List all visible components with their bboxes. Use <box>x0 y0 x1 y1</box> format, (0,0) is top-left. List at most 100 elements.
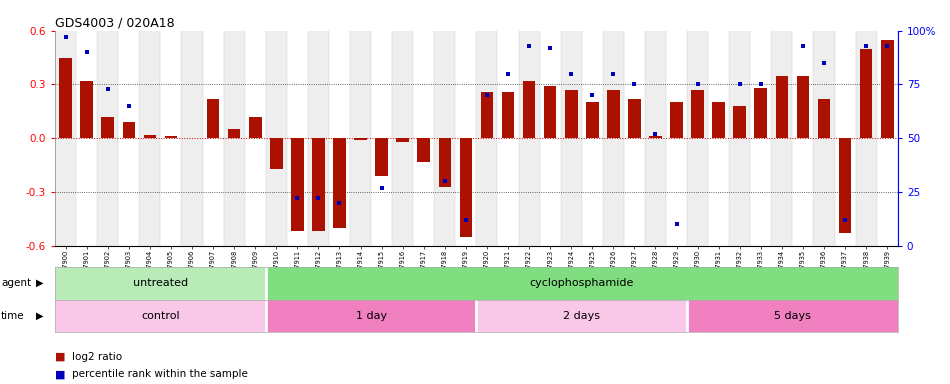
Bar <box>202 31 223 246</box>
Text: 2 days: 2 days <box>563 311 600 321</box>
Bar <box>266 300 477 332</box>
Bar <box>354 138 367 140</box>
Bar <box>164 136 178 138</box>
Bar <box>775 76 788 138</box>
Bar <box>375 138 388 176</box>
Bar <box>308 31 329 246</box>
Bar <box>712 103 725 138</box>
Bar <box>581 31 603 246</box>
Bar <box>476 300 687 332</box>
Bar <box>207 99 219 138</box>
Bar <box>813 31 834 246</box>
Bar <box>560 31 581 246</box>
Bar <box>140 31 161 246</box>
Bar <box>624 31 645 246</box>
Bar <box>477 31 498 246</box>
Bar <box>313 138 325 232</box>
Bar <box>55 267 266 300</box>
Bar <box>455 31 477 246</box>
Bar <box>55 300 266 332</box>
Text: control: control <box>142 311 180 321</box>
Bar <box>839 138 851 233</box>
Bar <box>733 106 746 138</box>
Bar <box>481 92 493 138</box>
Text: GDS4003 / 020A18: GDS4003 / 020A18 <box>55 17 175 30</box>
Bar <box>59 58 72 138</box>
Bar <box>771 31 792 246</box>
Text: 5 days: 5 days <box>774 311 811 321</box>
Bar <box>834 31 856 246</box>
Bar <box>797 76 809 138</box>
Bar <box>649 136 662 138</box>
Bar <box>291 138 304 232</box>
Bar <box>102 117 114 138</box>
Bar <box>181 31 202 246</box>
Bar <box>417 138 430 162</box>
Bar <box>55 31 76 246</box>
Bar <box>123 122 135 138</box>
Bar <box>228 129 240 138</box>
Bar <box>413 31 434 246</box>
Bar <box>439 138 451 187</box>
Bar <box>856 31 877 246</box>
Bar <box>603 31 624 246</box>
Bar <box>270 138 282 169</box>
Text: ▶: ▶ <box>36 278 44 288</box>
Bar <box>522 81 536 138</box>
Text: ■: ■ <box>55 352 69 362</box>
Bar <box>502 92 514 138</box>
Bar <box>266 31 287 246</box>
Bar <box>708 31 730 246</box>
Bar <box>434 31 455 246</box>
Bar <box>396 138 409 142</box>
Bar <box>645 31 666 246</box>
Bar <box>671 103 683 138</box>
Bar <box>730 31 750 246</box>
Bar <box>97 31 119 246</box>
Text: 1 day: 1 day <box>355 311 387 321</box>
Bar <box>877 31 898 246</box>
Text: ■: ■ <box>55 369 69 379</box>
Bar <box>860 49 872 138</box>
Bar <box>333 138 346 228</box>
Bar <box>881 40 894 138</box>
Bar <box>818 99 830 138</box>
Bar <box>223 31 245 246</box>
Bar <box>754 88 768 138</box>
Bar <box>392 31 413 246</box>
Text: time: time <box>1 311 25 321</box>
Bar <box>460 138 472 237</box>
Bar <box>249 117 261 138</box>
Bar <box>687 300 898 332</box>
Bar <box>792 31 813 246</box>
Text: untreated: untreated <box>133 278 188 288</box>
Text: log2 ratio: log2 ratio <box>72 352 123 362</box>
Bar <box>586 103 598 138</box>
Bar <box>287 31 308 246</box>
Text: percentile rank within the sample: percentile rank within the sample <box>72 369 248 379</box>
Bar <box>329 31 350 246</box>
Text: ▶: ▶ <box>36 311 44 321</box>
Bar <box>543 86 557 138</box>
Bar <box>692 90 704 138</box>
Bar <box>519 31 540 246</box>
Bar <box>628 99 640 138</box>
Bar <box>687 31 708 246</box>
Text: cyclophosphamide: cyclophosphamide <box>529 278 634 288</box>
Bar <box>161 31 181 246</box>
Bar <box>81 81 93 138</box>
Bar <box>607 90 619 138</box>
Bar <box>565 90 578 138</box>
Bar <box>245 31 266 246</box>
Bar <box>350 31 371 246</box>
Bar <box>666 31 687 246</box>
Bar <box>119 31 140 246</box>
Bar <box>540 31 560 246</box>
Bar <box>266 267 898 300</box>
Bar <box>750 31 771 246</box>
Bar <box>498 31 519 246</box>
Text: agent: agent <box>1 278 31 288</box>
Bar <box>76 31 97 246</box>
Bar <box>371 31 392 246</box>
Bar <box>143 135 156 138</box>
